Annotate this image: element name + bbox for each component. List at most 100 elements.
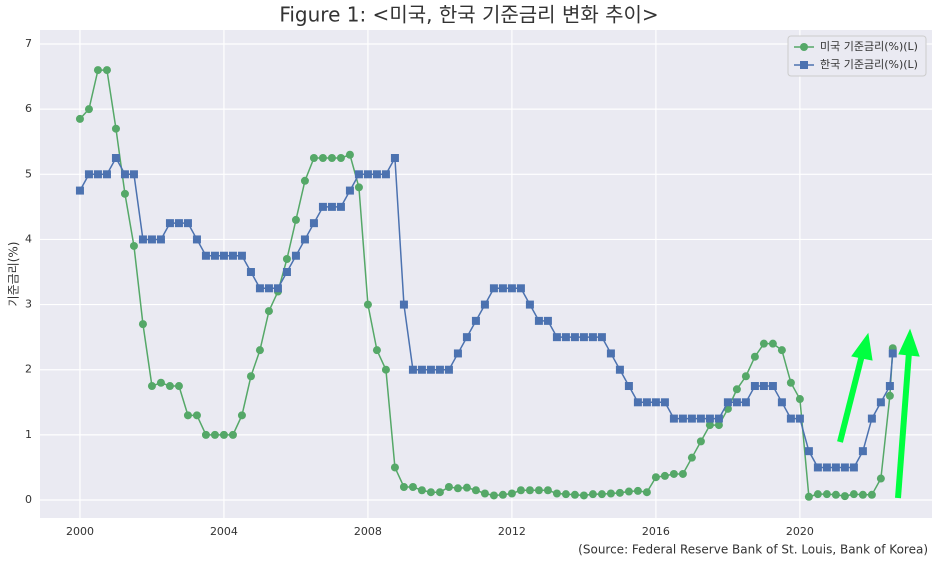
data-point bbox=[201, 251, 210, 260]
data-point bbox=[660, 471, 669, 480]
y-axis-label: 기준금리(%) bbox=[7, 242, 21, 307]
data-point bbox=[237, 411, 246, 420]
data-point bbox=[210, 251, 219, 260]
data-point bbox=[372, 170, 381, 179]
x-tick-label: 2016 bbox=[642, 525, 670, 538]
data-point bbox=[246, 268, 255, 277]
data-point bbox=[696, 437, 705, 446]
data-point bbox=[516, 284, 525, 293]
data-point bbox=[570, 333, 579, 342]
data-point bbox=[408, 365, 417, 374]
data-point bbox=[417, 486, 426, 495]
data-point bbox=[165, 219, 174, 228]
arrow bbox=[837, 354, 865, 443]
data-point bbox=[471, 486, 480, 495]
x-tick-label: 2000 bbox=[66, 525, 94, 538]
data-point bbox=[111, 154, 120, 163]
legend: 미국 기준금리(%)(L) 한국 기준금리(%)(L) bbox=[787, 35, 927, 77]
data-point bbox=[183, 219, 192, 228]
data-point bbox=[579, 333, 588, 342]
data-point bbox=[678, 414, 687, 423]
data-point bbox=[174, 219, 183, 228]
data-point bbox=[93, 66, 102, 75]
data-point bbox=[561, 490, 570, 499]
data-point bbox=[804, 492, 813, 501]
data-point bbox=[417, 365, 426, 374]
data-point bbox=[597, 490, 606, 499]
data-point bbox=[840, 463, 849, 472]
data-point bbox=[390, 154, 399, 163]
data-point bbox=[471, 316, 480, 325]
data-point bbox=[660, 398, 669, 407]
data-point bbox=[588, 333, 597, 342]
data-point bbox=[192, 235, 201, 244]
data-point bbox=[300, 235, 309, 244]
data-point bbox=[102, 170, 111, 179]
data-point bbox=[642, 488, 651, 497]
marks bbox=[75, 66, 897, 501]
data-point bbox=[264, 284, 273, 293]
y-tick-label: 7 bbox=[25, 37, 32, 50]
data-point bbox=[750, 382, 759, 391]
data-point bbox=[318, 202, 327, 211]
data-point bbox=[489, 491, 498, 500]
data-point bbox=[165, 382, 174, 391]
data-point bbox=[327, 154, 336, 163]
data-point bbox=[525, 486, 534, 495]
chart-title: Figure 1: <미국, 한국 기준금리 변화 추이> bbox=[279, 3, 658, 27]
legend-label: 한국 기준금리(%)(L) bbox=[820, 58, 918, 71]
data-point bbox=[138, 235, 147, 244]
data-point bbox=[795, 414, 804, 423]
data-point bbox=[768, 382, 777, 391]
data-point bbox=[732, 398, 741, 407]
data-point bbox=[723, 398, 732, 407]
data-point bbox=[642, 398, 651, 407]
data-point bbox=[318, 154, 327, 163]
data-point bbox=[453, 484, 462, 493]
data-point bbox=[831, 463, 840, 472]
data-point bbox=[75, 114, 84, 123]
legend-marker bbox=[800, 61, 808, 69]
data-point bbox=[336, 154, 345, 163]
data-point bbox=[390, 463, 399, 472]
data-point bbox=[732, 385, 741, 394]
data-point bbox=[462, 483, 471, 492]
data-point bbox=[381, 365, 390, 374]
data-point bbox=[219, 430, 228, 439]
x-tick-label: 2004 bbox=[210, 525, 238, 538]
data-point bbox=[552, 333, 561, 342]
data-point bbox=[777, 346, 786, 355]
data-point bbox=[714, 414, 723, 423]
data-point bbox=[669, 469, 678, 478]
data-point bbox=[345, 186, 354, 195]
data-point bbox=[282, 254, 291, 263]
y-tick-label: 0 bbox=[25, 493, 32, 506]
data-point bbox=[480, 300, 489, 309]
data-point bbox=[444, 482, 453, 491]
data-point bbox=[813, 490, 822, 499]
data-point bbox=[741, 372, 750, 381]
data-point bbox=[516, 486, 525, 495]
annotation-arrows bbox=[837, 328, 920, 499]
data-point bbox=[768, 339, 777, 348]
data-point bbox=[651, 473, 660, 482]
data-point bbox=[822, 490, 831, 499]
source-note: (Source: Federal Reserve Bank of St. Lou… bbox=[578, 543, 928, 557]
data-point bbox=[372, 346, 381, 355]
arrow bbox=[895, 351, 912, 499]
y-tick-label: 5 bbox=[25, 167, 32, 180]
data-point bbox=[849, 490, 858, 499]
data-point bbox=[543, 486, 552, 495]
data-point bbox=[786, 414, 795, 423]
data-point bbox=[867, 490, 876, 499]
legend-marker bbox=[800, 43, 808, 51]
data-point bbox=[399, 300, 408, 309]
data-point bbox=[363, 300, 372, 309]
data-point bbox=[282, 268, 291, 277]
arrow-head bbox=[851, 332, 873, 361]
data-point bbox=[354, 183, 363, 192]
data-point bbox=[426, 365, 435, 374]
data-point bbox=[606, 349, 615, 358]
data-point bbox=[480, 489, 489, 498]
